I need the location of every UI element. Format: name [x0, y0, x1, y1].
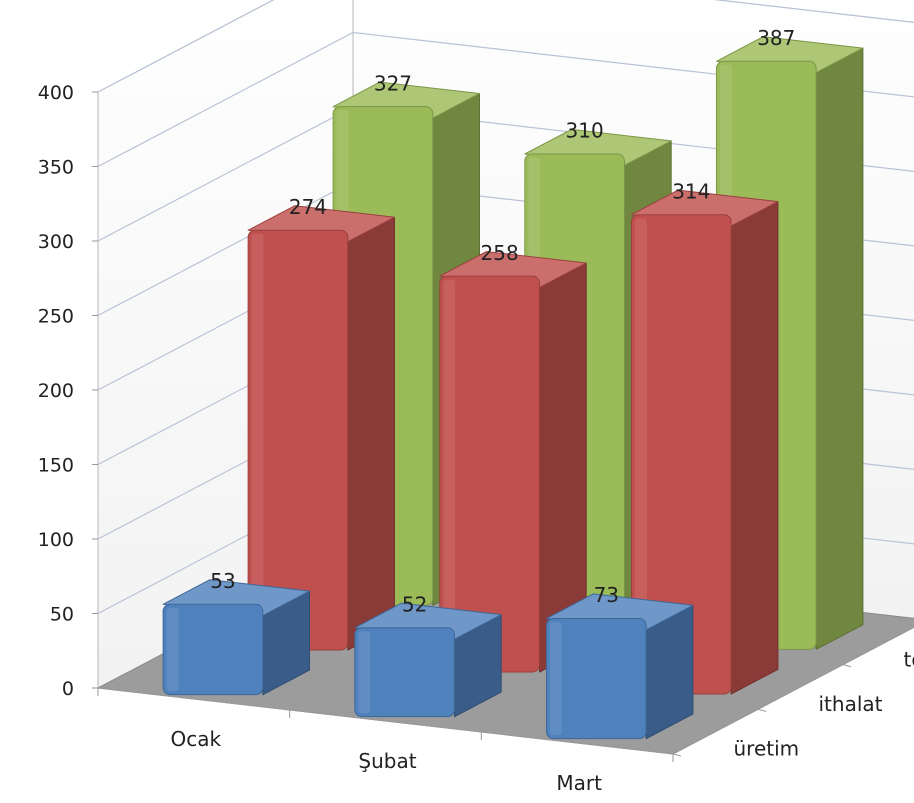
bar [439, 251, 587, 673]
x-axis-line [97, 687, 674, 755]
y-tick-label: 350 [38, 157, 74, 179]
bar-highlight [634, 218, 647, 691]
y-tick-label: 100 [38, 529, 74, 551]
depth-tick-mark [672, 753, 682, 757]
bar [162, 579, 310, 696]
y-tick-label: 300 [38, 231, 74, 253]
depth-axis-line [672, 626, 914, 755]
bar [247, 205, 395, 651]
bars [162, 36, 864, 740]
bar-side [730, 201, 779, 695]
data-label: 327 [374, 71, 412, 95]
axes: 0 50 100 150 200 250 300 350 400 Ocak Şubat Mart üre… [38, 82, 914, 795]
x-tick-label: Mart [556, 771, 602, 795]
bar-front [354, 627, 455, 718]
data-label: 310 [566, 119, 604, 143]
series-label: ithalat [819, 692, 883, 716]
bar-highlight [549, 621, 562, 736]
data-label: 258 [481, 241, 519, 265]
x-tick-label: Ocak [171, 727, 222, 751]
y-tick-label: 400 [38, 82, 74, 104]
series-label: toplam [904, 647, 914, 671]
data-labels: 327 310 387 274 258 314 53 52 73 [210, 26, 795, 616]
y-tick-label: 50 [50, 604, 74, 626]
data-label: 314 [672, 179, 710, 203]
bar-front [162, 603, 264, 696]
y-tick-label: 250 [38, 306, 74, 328]
bar [630, 189, 779, 695]
bar-highlight [251, 233, 264, 647]
data-label: 274 [289, 195, 327, 219]
depth-tick-mark [757, 708, 767, 712]
data-label: 73 [594, 583, 619, 607]
data-label: 53 [210, 569, 235, 593]
x-tick-label: Şubat [358, 749, 416, 773]
y-tick-label: 150 [38, 455, 74, 477]
bar [354, 602, 502, 718]
y-tick-label: 0 [62, 678, 74, 700]
bar-side [815, 47, 864, 650]
y-tick-label: 200 [38, 380, 74, 402]
bar-highlight [166, 607, 179, 692]
gridline [97, 0, 914, 93]
bar [545, 593, 694, 740]
data-label: 387 [757, 26, 795, 50]
bar-side [347, 216, 395, 651]
data-label: 52 [402, 592, 427, 616]
series-label: üretim [734, 737, 800, 761]
bar-highlight [358, 631, 371, 714]
bar-highlight [443, 279, 456, 669]
depth-tick-mark [842, 664, 852, 668]
bar-front [545, 617, 647, 740]
